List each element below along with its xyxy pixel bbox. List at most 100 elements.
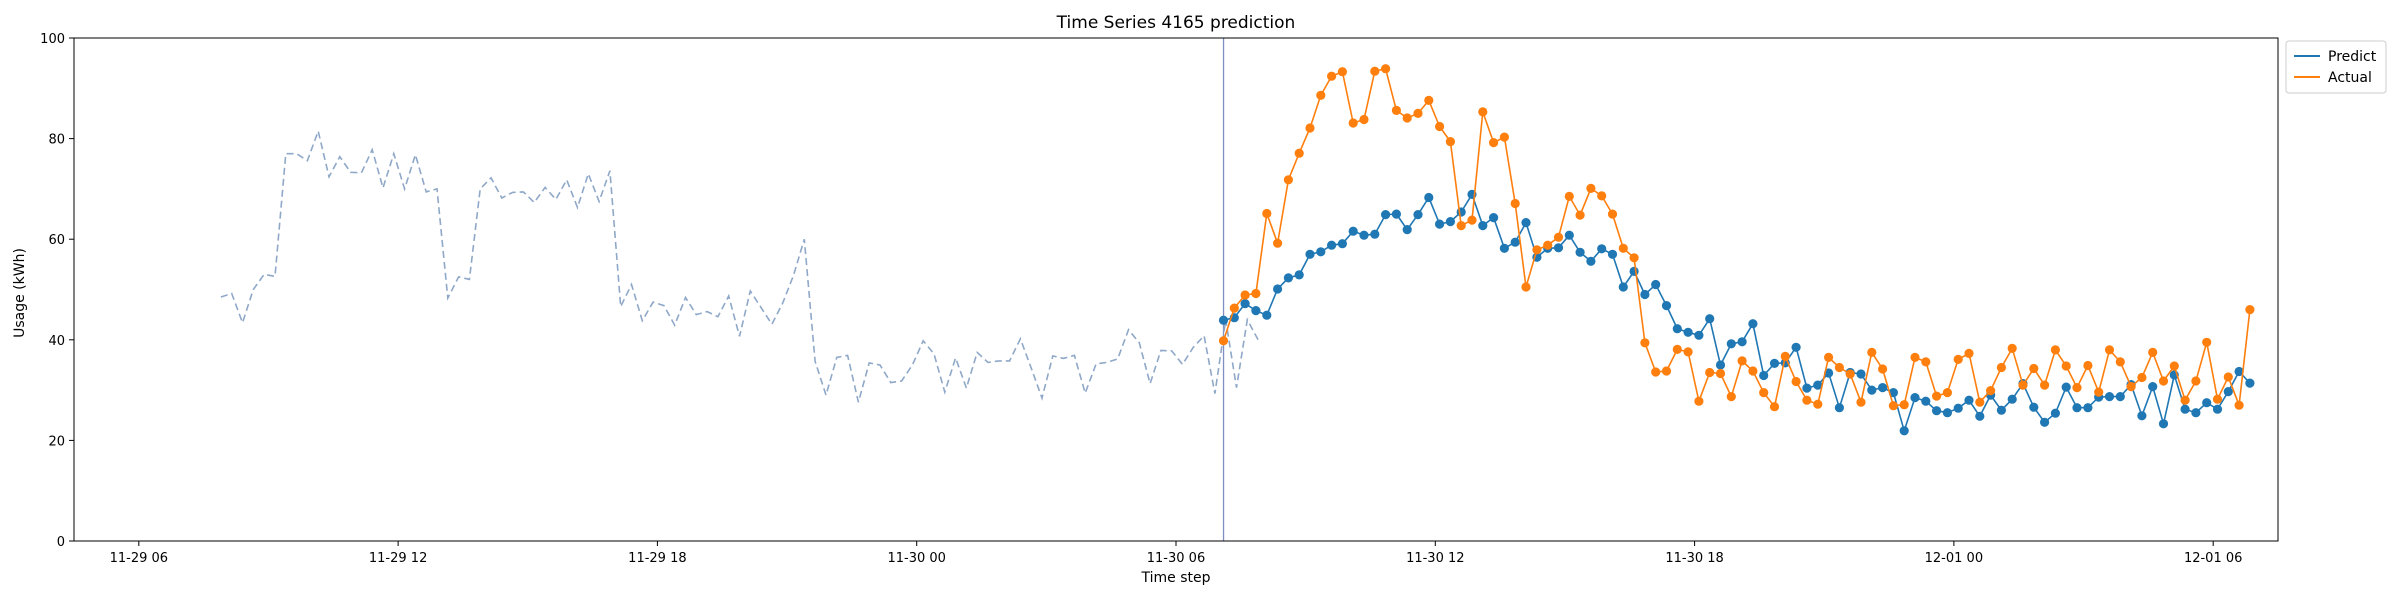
x-tick-label: 11-29 12 <box>369 551 427 566</box>
data-point-actual <box>2245 305 2255 315</box>
data-point-predict <box>1834 403 1844 413</box>
data-point-predict <box>1748 319 1758 329</box>
data-point-predict <box>2050 408 2060 418</box>
x-tick-label: 11-30 12 <box>1406 551 1464 566</box>
data-point-actual <box>1899 400 1909 410</box>
data-point-predict <box>1586 256 1596 266</box>
data-point-actual <box>2115 357 2125 367</box>
data-point-actual <box>2083 360 2093 371</box>
data-point-predict <box>1651 279 1661 290</box>
series-markers-actual <box>1218 64 2255 412</box>
data-point-actual <box>1867 347 1877 357</box>
data-point-predict <box>2148 382 2158 392</box>
data-point-actual <box>1996 362 2006 373</box>
data-point-actual <box>1273 238 1283 248</box>
data-point-actual <box>1521 282 1531 292</box>
data-point-actual <box>1564 191 1574 201</box>
data-point-actual <box>1791 376 1801 387</box>
data-point-actual <box>1229 303 1239 313</box>
data-point-actual <box>2104 345 2115 355</box>
data-point-predict <box>1273 284 1283 294</box>
data-point-actual <box>1391 105 1401 115</box>
data-point-predict <box>1478 221 1488 231</box>
data-point-actual <box>1802 395 1812 405</box>
y-tick-label: 20 <box>48 434 65 449</box>
legend: Predict Actual <box>2285 40 2387 94</box>
x-tick-label: 11-29 06 <box>110 551 168 566</box>
data-point-predict <box>1683 327 1693 337</box>
data-point-predict <box>2191 408 2201 418</box>
data-point-predict <box>2223 387 2233 397</box>
data-point-actual <box>1413 108 1423 118</box>
data-point-actual <box>1834 362 1844 373</box>
data-point-predict <box>2104 392 2115 402</box>
data-point-actual <box>1402 113 1412 123</box>
data-point-actual <box>1478 107 1488 117</box>
data-point-actual <box>1240 290 1250 300</box>
data-point-actual <box>1640 338 1650 348</box>
data-point-actual <box>1456 221 1466 231</box>
data-point-actual <box>1499 132 1509 142</box>
data-point-predict <box>1802 383 1812 393</box>
data-point-actual <box>1294 148 1304 158</box>
data-point-actual <box>2223 372 2233 382</box>
data-point-actual <box>1953 354 1963 364</box>
data-point-actual <box>1327 71 1337 81</box>
data-point-actual <box>1661 366 1672 376</box>
plot-area: 11-29 06 11-29 12 11-29 18 11-30 00 11-30 06… <box>40 32 2279 566</box>
data-point-predict <box>1672 324 1682 334</box>
data-point-actual <box>1769 402 1780 412</box>
data-point-predict <box>1737 337 1747 347</box>
data-point-actual <box>2169 361 2179 371</box>
data-point-actual <box>2158 376 2169 386</box>
x-tick-label: 11-30 00 <box>887 551 945 566</box>
data-point-actual <box>1316 90 1326 100</box>
data-point-predict <box>2212 404 2223 414</box>
data-point-predict <box>1996 405 2006 415</box>
data-point-actual <box>1694 396 1704 406</box>
x-tick-label: 12-01 00 <box>1925 551 1983 566</box>
data-point-predict <box>2234 366 2244 377</box>
data-point-actual <box>1813 399 1823 409</box>
data-point-actual <box>1910 352 1920 362</box>
data-point-predict <box>1402 225 1412 235</box>
data-point-actual <box>1705 367 1715 378</box>
data-point-predict <box>1759 370 1769 381</box>
data-point-actual <box>1597 191 1607 201</box>
series-markers-predict <box>1218 189 2255 436</box>
data-point-actual <box>2040 380 2050 390</box>
data-point-actual <box>1715 368 1726 379</box>
data-point-predict <box>1640 289 1650 300</box>
data-point-actual <box>1651 367 1661 377</box>
data-point-predict <box>1262 310 1272 320</box>
data-point-actual <box>2234 400 2244 410</box>
data-point-predict <box>2040 417 2050 427</box>
data-point-predict <box>2137 411 2147 421</box>
data-point-predict <box>1607 249 1618 259</box>
data-point-predict <box>2158 419 2169 429</box>
data-point-predict <box>2029 402 2039 412</box>
data-point-actual <box>2148 347 2158 357</box>
data-point-actual <box>1607 209 1618 219</box>
data-point-actual <box>1975 397 1985 407</box>
legend-label-actual: Actual <box>2328 70 2372 86</box>
data-point-predict <box>1899 426 1909 436</box>
data-point-predict <box>1629 266 1639 276</box>
data-point-actual <box>1218 336 1229 346</box>
data-point-actual <box>1283 175 1293 185</box>
data-point-predict <box>1694 330 1704 340</box>
legend-box <box>2285 40 2387 94</box>
data-point-predict <box>1240 299 1250 309</box>
data-point-actual <box>1629 253 1639 263</box>
series-line-history <box>220 128 1259 403</box>
data-point-predict <box>1705 314 1715 324</box>
data-point-predict <box>1964 395 1974 405</box>
chart-title: Time Series 4165 prediction <box>1056 13 1296 33</box>
data-point-actual <box>1305 123 1315 133</box>
data-point-actual <box>1553 232 1564 242</box>
data-point-predict <box>1456 207 1466 217</box>
data-point-actual <box>1618 243 1628 253</box>
data-point-actual <box>1942 388 1952 398</box>
data-point-predict <box>1435 219 1445 229</box>
